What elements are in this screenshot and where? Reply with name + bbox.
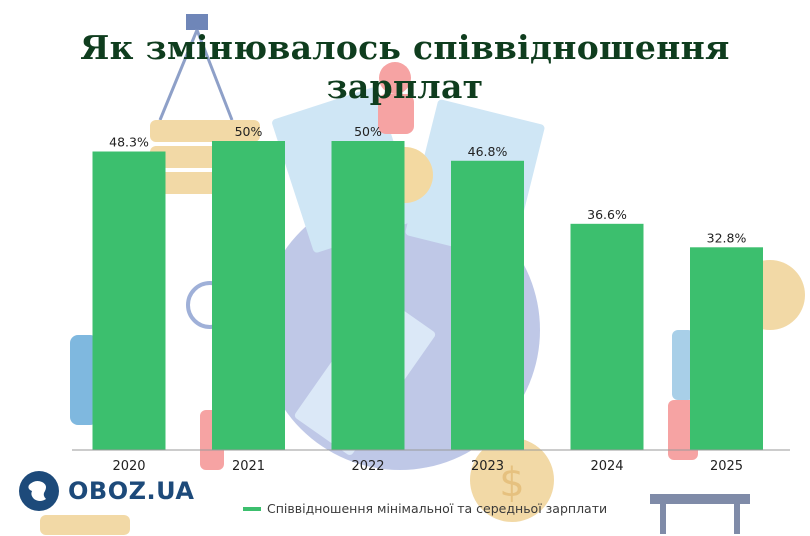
svg-text:$: $ [499, 460, 524, 506]
bar-2024 [570, 223, 644, 450]
x-tick-label-2021: 2021 [232, 459, 265, 474]
value-label-2020: 48.3% [109, 135, 149, 150]
x-tick-label-2025: 2025 [710, 459, 743, 474]
x-tick-label-2023: 2023 [471, 459, 504, 474]
value-label-2024: 36.6% [587, 207, 627, 222]
chart-title: Як змінювалось співвідношення зарплат [80, 28, 730, 106]
value-label-2023: 46.8% [468, 144, 508, 159]
x-tick-label-2022: 2022 [351, 459, 384, 474]
bar-2023 [451, 160, 524, 450]
globe-logo-icon [19, 471, 59, 511]
chart-legend: Співвідношення мінімальної та середньої … [243, 501, 607, 516]
coin-icon [470, 438, 554, 522]
bar-2020 [92, 151, 166, 451]
value-label-2025: 32.8% [707, 230, 747, 245]
bar-2022 [331, 141, 405, 450]
legend-label: Співвідношення мінімальної та середньої … [267, 501, 608, 516]
value-label-2021: 50% [235, 124, 263, 139]
crane-block-icon [186, 14, 208, 30]
oboz-logo: OBOZ.UA [18, 470, 194, 512]
legend-swatch [243, 506, 261, 511]
person-icon [379, 62, 411, 94]
bar-2021 [212, 141, 285, 450]
x-tick-label-2024: 2024 [590, 459, 623, 474]
value-label-2022: 50% [354, 124, 382, 139]
x-tick-label-2020: 2020 [112, 459, 145, 474]
logo-text: OBOZ.UA [68, 477, 195, 505]
bar-2025 [690, 247, 763, 450]
